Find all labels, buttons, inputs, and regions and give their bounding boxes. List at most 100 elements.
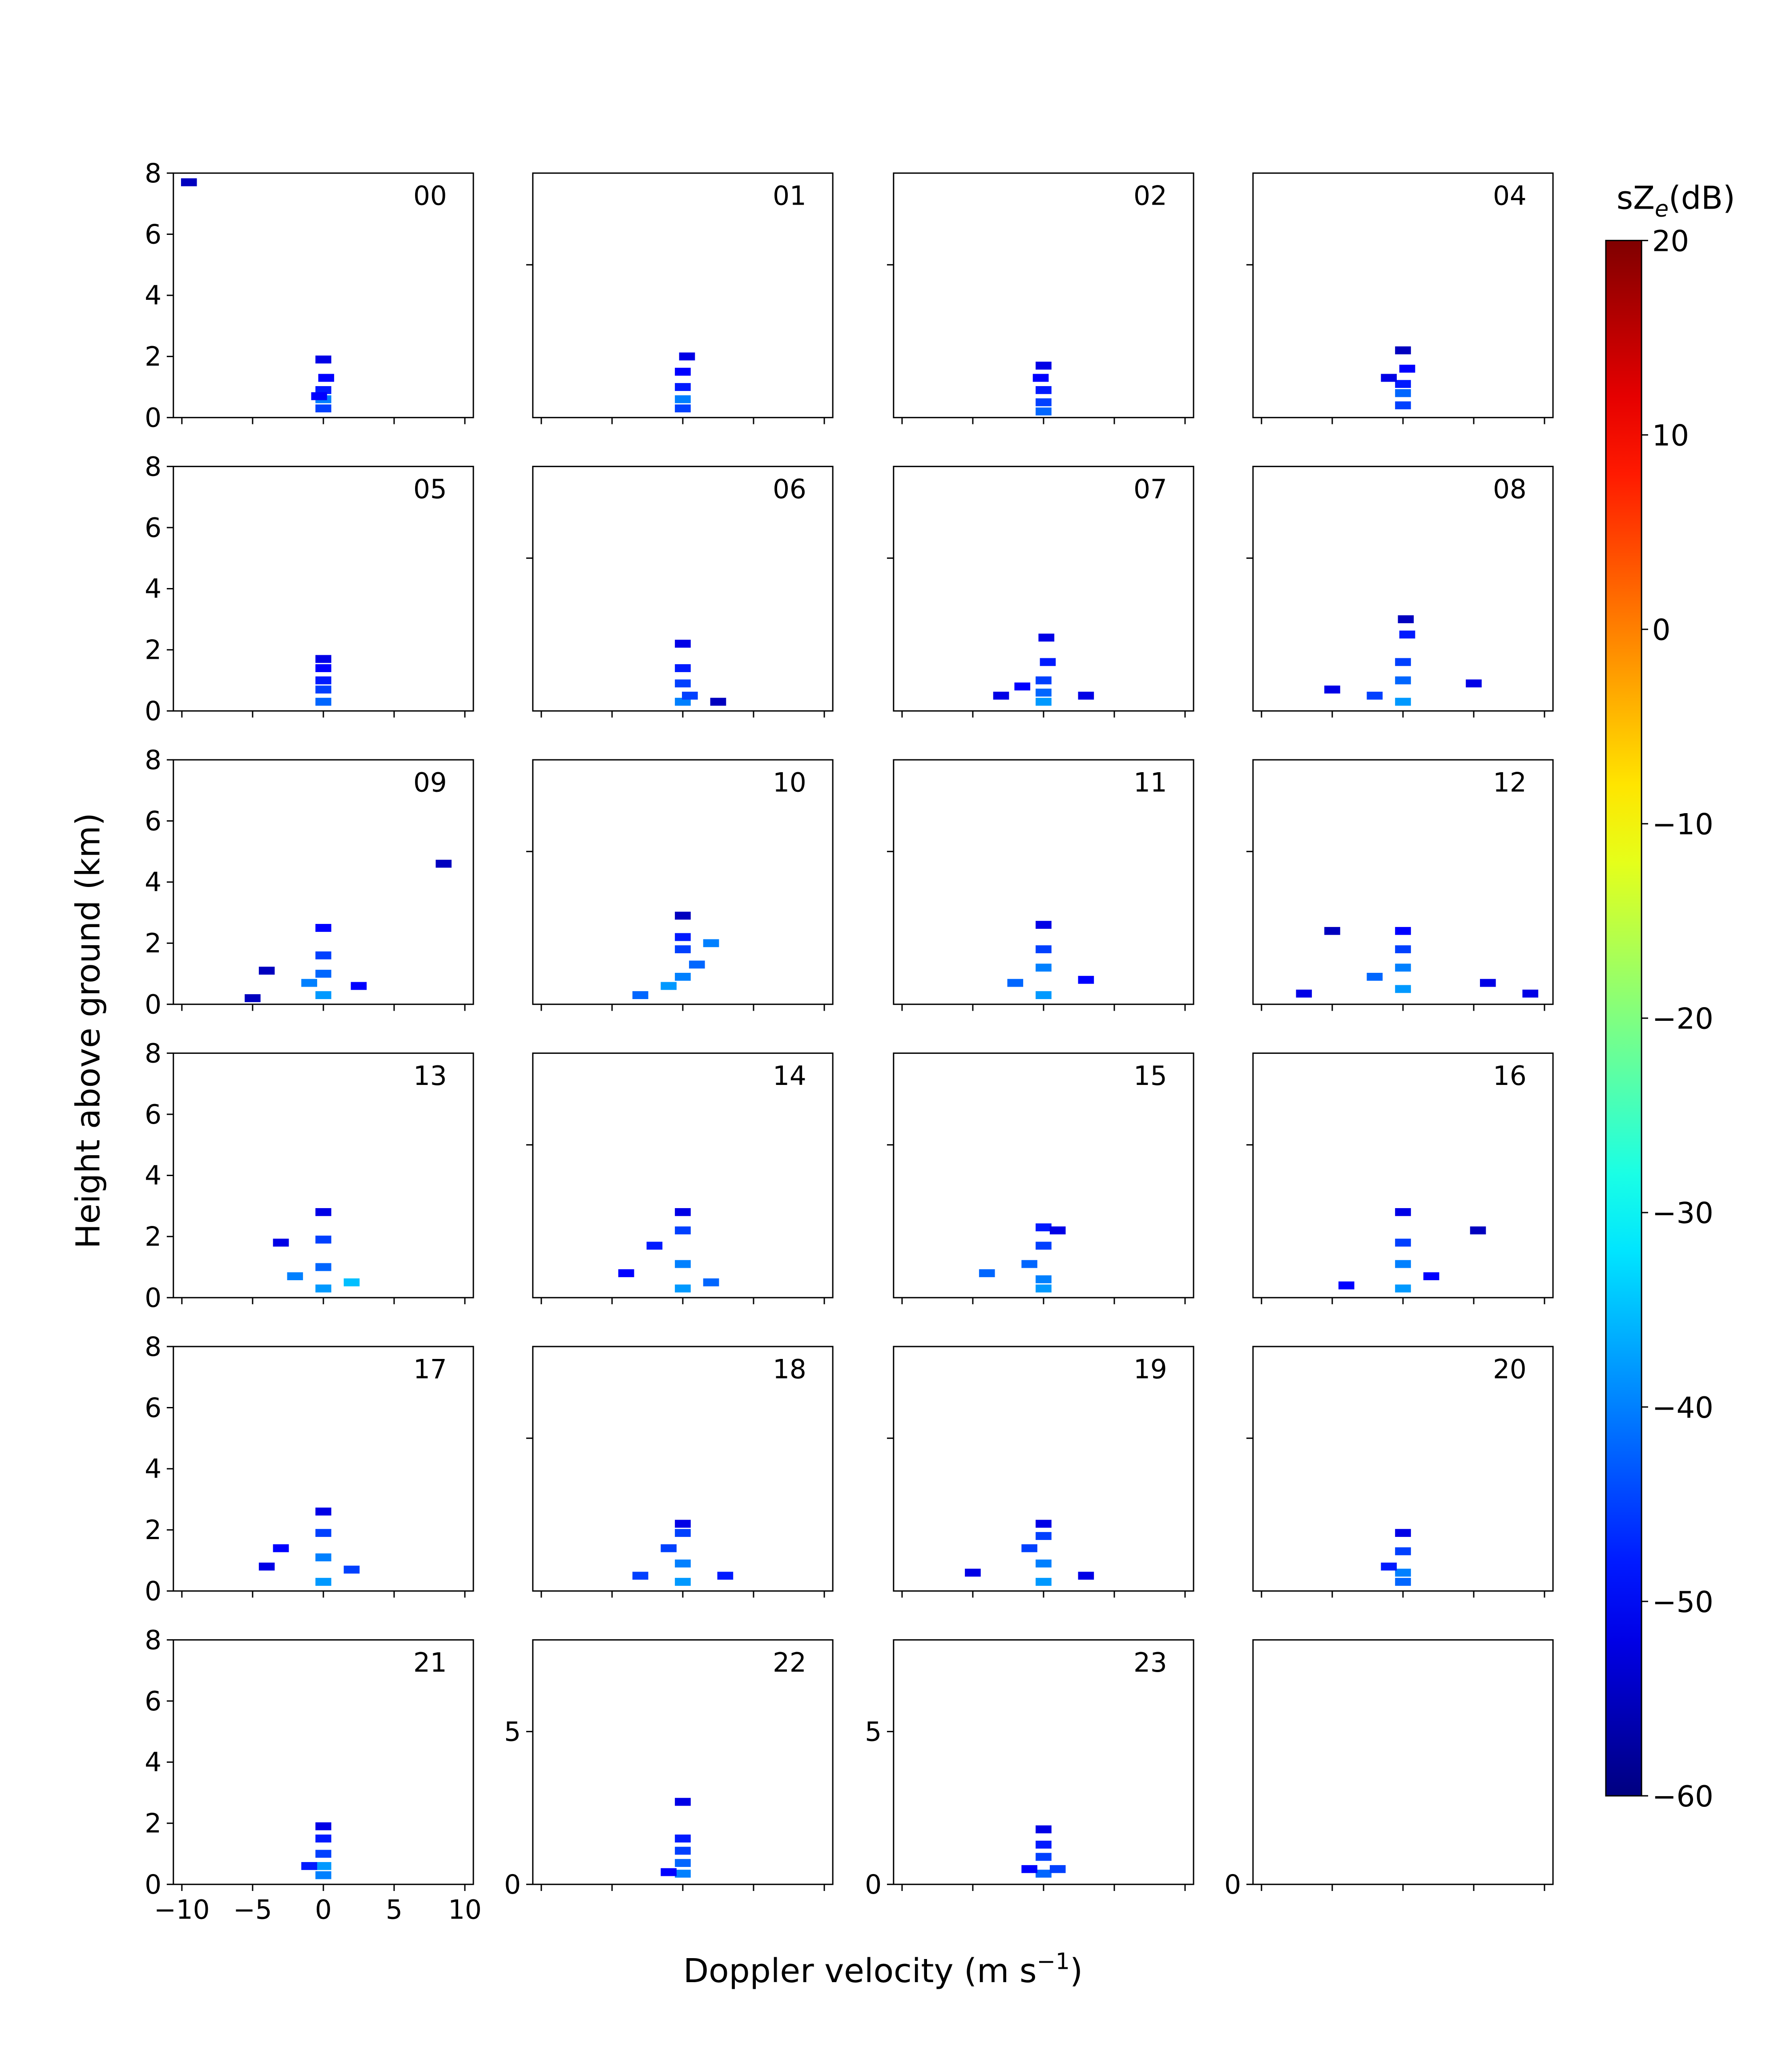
- spectral-cell: [675, 1529, 691, 1537]
- colorbar: [1605, 240, 1642, 1797]
- panel-title: 17: [413, 1354, 447, 1385]
- spectral-cell: [273, 1238, 289, 1247]
- x-tick-label: 5: [386, 1895, 403, 1925]
- spectral-cell: [646, 1242, 663, 1250]
- y-tick-label: 4: [145, 574, 161, 605]
- spectral-cell: [1395, 658, 1411, 666]
- panel-title: 07: [1133, 474, 1167, 505]
- spectral-cell: [632, 1572, 649, 1580]
- spectral-cell: [675, 933, 691, 941]
- spectral-cell: [245, 994, 261, 1002]
- spectral-cell: [1021, 1544, 1037, 1552]
- spectral-cell: [675, 1260, 691, 1268]
- panel-title: 15: [1133, 1061, 1167, 1092]
- panel-title: 18: [773, 1354, 806, 1385]
- spectral-cell: [1036, 1870, 1052, 1878]
- spectral-cell: [181, 178, 197, 186]
- spectral-cell: [315, 1871, 331, 1879]
- colorbar-title-sub: e: [1655, 196, 1669, 222]
- y-tick-label: 0: [865, 1870, 882, 1900]
- spectral-cell: [1338, 1281, 1355, 1290]
- spectral-cell: [1036, 991, 1052, 1000]
- spectral-cell: [258, 967, 275, 975]
- y-tick-label: 2: [145, 1515, 161, 1546]
- spectral-cell: [1036, 1275, 1052, 1283]
- spectral-cell: [273, 1544, 289, 1552]
- panel-title: 20: [1493, 1354, 1527, 1385]
- panel-title: 21: [413, 1648, 447, 1678]
- y-tick-label: 8: [145, 158, 161, 189]
- panel-title: 08: [1493, 474, 1527, 505]
- y-tick-label: 8: [145, 1625, 161, 1656]
- spectral-cell: [315, 1553, 331, 1562]
- y-tick-label: 0: [145, 1870, 161, 1900]
- spectral-cell: [315, 970, 331, 978]
- spectral-cell: [1032, 374, 1049, 382]
- spectral-cell: [675, 1846, 691, 1855]
- spectral-cell: [301, 1862, 317, 1870]
- y-tick-label: 6: [145, 513, 161, 544]
- spectral-cell: [1399, 630, 1415, 639]
- y-tick-label: 6: [145, 1686, 161, 1717]
- panel-title: 12: [1493, 767, 1527, 798]
- spectral-cell: [315, 1850, 331, 1858]
- spectral-cell: [315, 655, 331, 663]
- spectral-cell: [1036, 676, 1052, 685]
- spectral-cell: [1036, 697, 1052, 706]
- spectral-cell: [315, 685, 331, 694]
- spectral-cell: [315, 924, 331, 932]
- spectral-cell: [675, 404, 691, 413]
- spectral-cell: [315, 1862, 331, 1870]
- spectral-cell: [315, 1284, 331, 1293]
- y-tick-label: 0: [145, 403, 161, 434]
- colorbar-tick-label: −20: [1652, 1002, 1714, 1036]
- spectral-cell: [1049, 1865, 1066, 1873]
- spectral-cell: [315, 1208, 331, 1216]
- panel-title: 01: [773, 181, 806, 211]
- spectral-cell: [1395, 1284, 1411, 1293]
- spectral-cell: [1036, 1853, 1052, 1861]
- spectral-cell: [343, 1565, 360, 1574]
- spectral-cell: [979, 1269, 995, 1278]
- spectral-cell: [315, 697, 331, 706]
- y-tick-label: 8: [145, 1332, 161, 1363]
- spectral-cell: [675, 1578, 691, 1586]
- spectral-cell: [632, 991, 649, 1000]
- panel-title: 23: [1133, 1648, 1167, 1678]
- spectral-cell: [258, 1562, 275, 1571]
- x-axis-title-end: ): [1070, 1951, 1083, 1990]
- y-tick-label: 0: [504, 1870, 521, 1900]
- spectral-cell: [1466, 679, 1482, 688]
- spectral-cell: [1395, 1568, 1411, 1577]
- spectral-cell: [318, 374, 335, 382]
- spectral-cell: [1324, 685, 1340, 694]
- colorbar-tick-label: 0: [1652, 613, 1671, 647]
- spectral-cell: [675, 972, 691, 981]
- spectral-cell: [689, 960, 705, 969]
- spectral-cell: [315, 1235, 331, 1244]
- spectral-cell: [1021, 1865, 1037, 1873]
- y-tick-label: 0: [145, 1576, 161, 1607]
- panel-title: 09: [413, 767, 447, 798]
- spectral-cell: [1036, 362, 1052, 370]
- spectral-cell: [675, 1208, 691, 1216]
- spectral-cell: [675, 911, 691, 920]
- panel-title: 11: [1133, 767, 1167, 798]
- spectral-cell: [675, 395, 691, 403]
- spectral-cell: [1036, 398, 1052, 407]
- spectral-cell: [1395, 927, 1411, 935]
- spectral-cell: [287, 1272, 303, 1281]
- y-tick-label: 5: [504, 1717, 521, 1747]
- x-tick-label: −5: [233, 1895, 272, 1925]
- spectral-cell: [1036, 1825, 1052, 1834]
- spectral-cell: [675, 697, 691, 706]
- spectral-cell: [1395, 697, 1411, 706]
- spectral-cell: [1395, 380, 1411, 388]
- spectral-cell: [1395, 1547, 1411, 1556]
- spectral-cell: [1367, 972, 1383, 981]
- spectral-cell: [315, 951, 331, 959]
- spectral-cell: [1395, 963, 1411, 972]
- spectral-cell: [1395, 945, 1411, 953]
